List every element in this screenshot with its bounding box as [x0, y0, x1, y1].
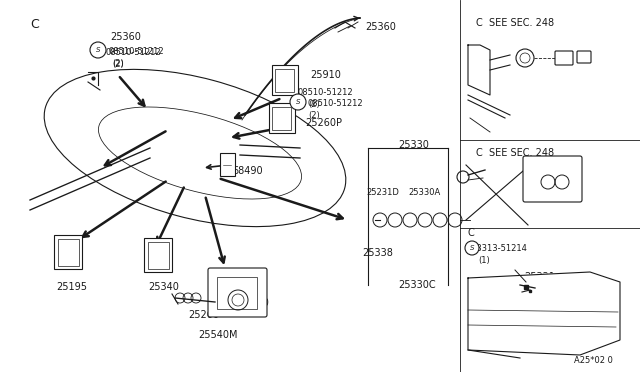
- Text: 25330A: 25330A: [408, 188, 440, 197]
- Text: 25540M: 25540M: [198, 330, 237, 340]
- Circle shape: [465, 241, 479, 255]
- Text: 25338: 25338: [362, 248, 393, 258]
- Circle shape: [90, 42, 106, 58]
- Text: (2): (2): [112, 59, 124, 68]
- Text: 08510-51212: 08510-51212: [308, 99, 364, 108]
- Text: 08313-51214: 08313-51214: [472, 244, 528, 253]
- FancyBboxPatch shape: [555, 51, 573, 65]
- FancyBboxPatch shape: [54, 235, 82, 269]
- Text: (2): (2): [308, 100, 320, 109]
- Text: 25360: 25360: [365, 22, 396, 32]
- Text: S: S: [296, 99, 300, 105]
- Polygon shape: [468, 272, 620, 355]
- Text: C  SEE SEC. 248: C SEE SEC. 248: [476, 148, 554, 158]
- FancyBboxPatch shape: [208, 268, 267, 317]
- Text: (2): (2): [112, 60, 124, 69]
- Text: 25330C: 25330C: [398, 280, 436, 290]
- Text: A25*02 0: A25*02 0: [574, 356, 613, 365]
- Text: 25360: 25360: [110, 32, 141, 42]
- Text: S: S: [96, 47, 100, 53]
- Text: 25321: 25321: [524, 272, 555, 282]
- Text: 25260: 25260: [188, 310, 219, 320]
- Text: 08510-51212: 08510-51212: [108, 47, 164, 56]
- Text: 25910: 25910: [310, 70, 341, 80]
- Polygon shape: [468, 45, 490, 95]
- Text: 25260P: 25260P: [305, 118, 342, 128]
- FancyBboxPatch shape: [144, 238, 172, 272]
- Text: C: C: [468, 228, 475, 238]
- Circle shape: [290, 94, 306, 110]
- Text: 08510-51212: 08510-51212: [105, 48, 161, 57]
- Text: 08510-51212: 08510-51212: [298, 88, 354, 97]
- FancyBboxPatch shape: [272, 65, 298, 95]
- Text: 68490: 68490: [232, 166, 262, 176]
- FancyBboxPatch shape: [523, 156, 582, 202]
- FancyBboxPatch shape: [577, 51, 591, 63]
- Circle shape: [516, 49, 534, 67]
- Text: S: S: [470, 245, 474, 251]
- Text: C: C: [30, 18, 39, 31]
- Text: C  SEE SEC. 248: C SEE SEC. 248: [476, 18, 554, 28]
- FancyBboxPatch shape: [269, 103, 295, 133]
- Text: (2): (2): [308, 111, 320, 120]
- Text: 25195: 25195: [56, 282, 87, 292]
- Text: 25160: 25160: [238, 298, 269, 308]
- Text: 25231D: 25231D: [366, 188, 399, 197]
- Text: 25340: 25340: [148, 282, 179, 292]
- FancyBboxPatch shape: [220, 153, 234, 176]
- Text: 25330: 25330: [398, 140, 429, 150]
- Text: (1): (1): [478, 256, 490, 265]
